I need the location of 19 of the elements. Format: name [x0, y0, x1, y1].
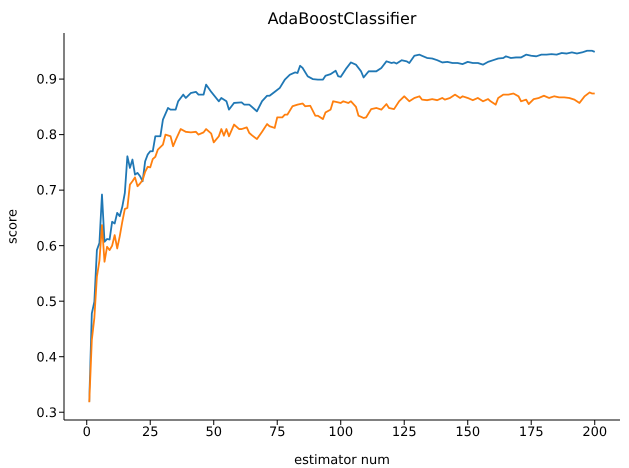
x-tick-label: 125 [392, 425, 417, 440]
x-axis-title: estimator num [294, 453, 390, 468]
x-tick-label: 200 [582, 425, 608, 440]
x-tick-label: 25 [142, 425, 159, 440]
y-axis-title: score [6, 209, 21, 244]
x-tick-label: 100 [328, 425, 354, 440]
y-tick-label: 0.6 [36, 239, 57, 254]
x-tick-label: 75 [268, 425, 286, 440]
x-tick-label: 50 [205, 425, 222, 440]
x-tick-label: 175 [518, 425, 544, 440]
x-tick-label: 150 [455, 425, 480, 440]
y-tick-label: 0.7 [36, 184, 57, 199]
y-tick-label: 0.5 [36, 294, 57, 310]
y-tick-label: 0.4 [36, 350, 57, 366]
chart-title: AdaBoostClassifier [266, 9, 418, 28]
x-tick-label: 0 [82, 425, 91, 440]
y-tick-label: 0.3 [36, 406, 57, 421]
y-tick-label: 0.8 [36, 128, 57, 144]
y-tick-label: 0.9 [36, 72, 57, 88]
